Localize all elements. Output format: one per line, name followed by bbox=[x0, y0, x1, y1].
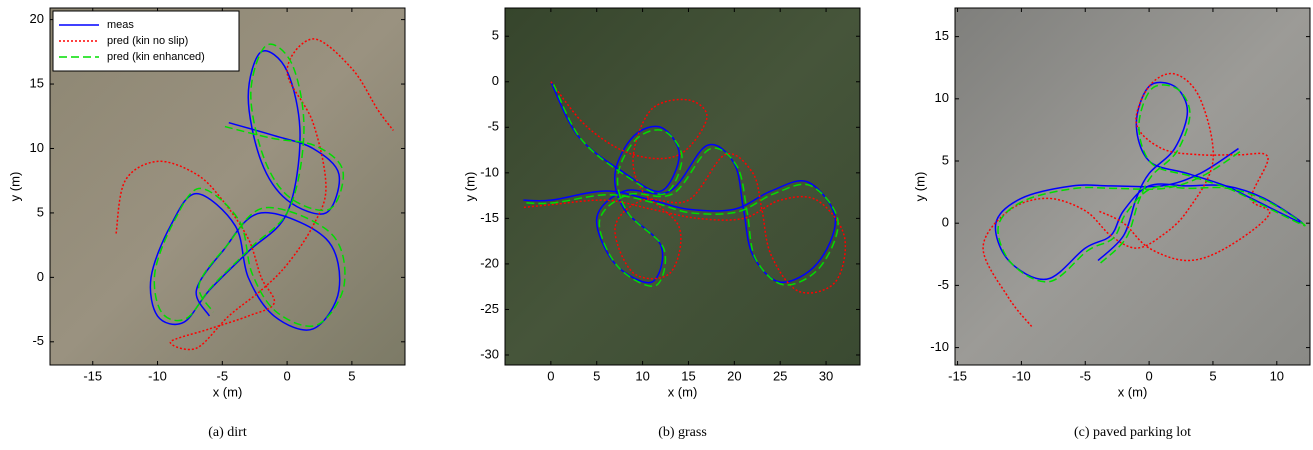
trajectory bbox=[997, 84, 1306, 283]
background-image bbox=[505, 8, 860, 365]
x-tick-label: -5 bbox=[1079, 368, 1091, 383]
y-tick-label: 10 bbox=[935, 90, 949, 105]
x-tick-label: 0 bbox=[547, 368, 554, 383]
y-tick-label: 5 bbox=[37, 204, 44, 219]
x-tick-label: 15 bbox=[681, 368, 695, 383]
x-tick-label: -10 bbox=[148, 368, 167, 383]
plot-lines bbox=[982, 72, 1306, 327]
legend-label: pred (kin no slip) bbox=[107, 35, 188, 47]
x-axis-label: x (m) bbox=[668, 384, 698, 399]
x-axis-label: x (m) bbox=[1118, 384, 1148, 399]
plot-frame bbox=[954, 7, 1311, 366]
subplot: -15 -10 -5 0 5 10 -10 -5 0 5 10 15 x (m) y (m) (c) pav… bbox=[912, 7, 1311, 440]
trajectory bbox=[526, 84, 839, 288]
trajectory bbox=[523, 81, 847, 294]
x-tick-label: 5 bbox=[1209, 368, 1216, 383]
legend-label: meas bbox=[107, 19, 134, 31]
legend-label: pred (kin enhanced) bbox=[107, 51, 205, 63]
y-tick-label: 10 bbox=[30, 140, 44, 155]
x-tick-label: -15 bbox=[948, 368, 967, 383]
trajectory bbox=[994, 81, 1304, 281]
y-tick-label: -20 bbox=[480, 255, 499, 270]
caption: (b) grass bbox=[658, 425, 707, 440]
x-tick-label: 5 bbox=[593, 368, 600, 383]
y-tick-label: -10 bbox=[930, 339, 949, 354]
x-tick-label: 30 bbox=[819, 368, 833, 383]
x-tick-label: 10 bbox=[1270, 368, 1284, 383]
x-tick-label: -5 bbox=[217, 368, 229, 383]
y-tick-label: -10 bbox=[480, 164, 499, 179]
y-tick-label: 5 bbox=[942, 152, 949, 167]
x-tick-label: 0 bbox=[283, 368, 290, 383]
y-axis-label: y (m) bbox=[462, 172, 477, 202]
subplot: 0 5 10 15 20 25 30 -30 -25 -20 -15 -10 -5 0 5 x (m) y (m… bbox=[462, 7, 861, 440]
plot-frame bbox=[504, 7, 861, 366]
caption: (a) dirt bbox=[208, 425, 247, 440]
y-tick-label: 20 bbox=[30, 11, 44, 26]
plot-lines bbox=[523, 81, 847, 294]
x-tick-label: 5 bbox=[348, 368, 355, 383]
trajectory bbox=[523, 81, 837, 284]
x-tick-label: 0 bbox=[1145, 368, 1152, 383]
y-axis-label: y (m) bbox=[7, 172, 22, 202]
subplot: -15 -10 -5 0 5 -5 0 5 10 15 20 x (m) y (m) (a) dirt me… bbox=[7, 7, 406, 440]
y-tick-label: 0 bbox=[37, 269, 44, 284]
legend: meas pred (kin no slip) pred (kin enhanced… bbox=[52, 10, 240, 72]
plot-lines bbox=[115, 38, 394, 351]
y-tick-label: 0 bbox=[942, 215, 949, 230]
trajectory bbox=[153, 43, 346, 327]
trajectory bbox=[982, 72, 1271, 327]
x-tick-label: -15 bbox=[83, 368, 102, 383]
plot-frame bbox=[49, 7, 406, 366]
y-tick-label: -5 bbox=[32, 333, 44, 348]
x-tick-label: 25 bbox=[773, 368, 787, 383]
y-tick-label: -5 bbox=[937, 277, 949, 292]
y-tick-label: -15 bbox=[480, 210, 499, 225]
x-tick-label: 20 bbox=[727, 368, 741, 383]
trajectory bbox=[149, 50, 341, 331]
y-tick-label: 0 bbox=[492, 73, 499, 88]
caption: (c) paved parking lot bbox=[1074, 425, 1191, 440]
y-tick-label: -30 bbox=[480, 346, 499, 361]
x-tick-label: 10 bbox=[635, 368, 649, 383]
y-tick-label: 15 bbox=[935, 28, 949, 43]
x-axis-label: x (m) bbox=[213, 384, 243, 399]
y-tick-label: 5 bbox=[492, 28, 499, 43]
y-tick-label: -25 bbox=[480, 301, 499, 316]
x-tick-label: -10 bbox=[1012, 368, 1031, 383]
y-tick-label: 15 bbox=[30, 75, 44, 90]
y-tick-label: -5 bbox=[487, 119, 499, 134]
y-axis-label: y (m) bbox=[912, 172, 927, 202]
